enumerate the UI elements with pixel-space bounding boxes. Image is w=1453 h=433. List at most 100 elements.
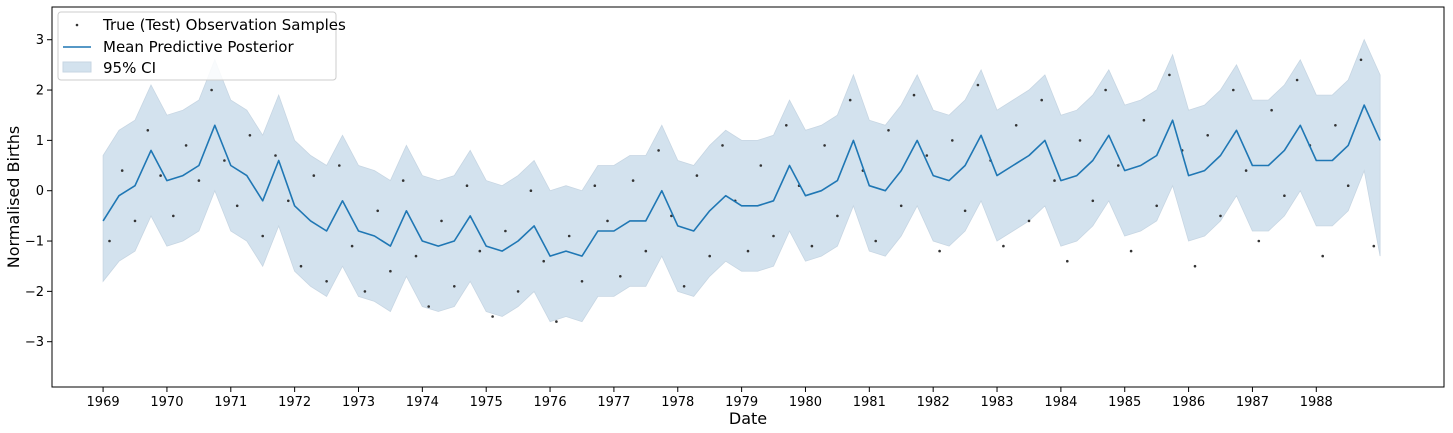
y-tick-label: 0 (36, 184, 44, 199)
observation-point (657, 149, 660, 152)
x-tick-label: 1978 (661, 395, 694, 410)
observation-point (389, 269, 392, 273)
observation-point (465, 184, 469, 187)
observation-point (299, 264, 303, 268)
x-tick-label: 1986 (1172, 395, 1205, 410)
observation-point (516, 290, 520, 293)
observation-point (874, 239, 877, 243)
axes (51, 6, 1445, 388)
observation-point (338, 164, 341, 167)
observation-point (606, 219, 609, 223)
observation-point (631, 179, 635, 182)
observation-point (1295, 78, 1299, 82)
observation-point (1257, 239, 1261, 243)
observation-point (1359, 58, 1363, 62)
observation-point (248, 134, 252, 137)
observation-point (1117, 164, 1120, 167)
observation-point (1104, 88, 1107, 92)
observation-point (1270, 108, 1273, 112)
x-tick-label: 1984 (1044, 395, 1077, 410)
observation-point (567, 234, 571, 238)
observation-point (925, 154, 929, 157)
observation-point (108, 239, 111, 243)
y-tick-label: −3 (25, 335, 44, 350)
observation-point (670, 214, 673, 218)
observation-point (287, 199, 290, 203)
observation-point (325, 280, 328, 283)
plot-area (102, 38, 1381, 323)
observation-point (848, 98, 852, 102)
observation-point (1334, 124, 1337, 127)
observation-point (912, 93, 916, 97)
x-tick-label: 1981 (853, 395, 886, 410)
observation-point (772, 234, 775, 238)
observation-point (1346, 184, 1350, 187)
observation-point (1002, 244, 1005, 248)
observation-point (210, 88, 213, 92)
observation-point (261, 234, 265, 238)
observation-point (1206, 134, 1209, 137)
x-tick-label: 1980 (789, 395, 822, 410)
x-tick-label: 1982 (917, 395, 950, 410)
observation-point (695, 174, 699, 177)
observation-point (223, 159, 226, 162)
observation-point (1321, 254, 1324, 258)
observation-point (197, 179, 201, 182)
observation-point (350, 244, 354, 248)
legend: True (Test) Observation Samples Mean Pre… (57, 11, 346, 81)
observation-point (1155, 204, 1158, 208)
x-axis-label: Date (729, 409, 767, 428)
x-tick-label: 1977 (597, 395, 630, 410)
observation-point (1078, 139, 1082, 142)
y-axis-ticks: 3 2 1 0 −1 −2 −3 (25, 33, 52, 350)
x-tick-label: 1974 (406, 395, 439, 410)
observation-point (312, 174, 316, 177)
observation-point (619, 275, 622, 278)
x-tick-label: 1971 (214, 395, 247, 410)
observation-point (542, 259, 545, 263)
observation-point (478, 249, 482, 253)
observation-point (440, 219, 443, 223)
observation-point (555, 320, 558, 323)
x-tick-label: 1970 (150, 395, 183, 410)
observation-point (708, 254, 711, 258)
observation-point (682, 285, 686, 288)
observation-point (1232, 88, 1235, 92)
observation-point (593, 184, 597, 187)
observation-point (810, 244, 814, 248)
legend-label-points: True (Test) Observation Samples (102, 16, 346, 34)
observation-point (1168, 73, 1171, 77)
observation-point (746, 249, 750, 253)
observation-point (759, 164, 763, 167)
x-tick-label: 1976 (534, 395, 567, 410)
observation-point (120, 169, 124, 172)
observation-point (159, 174, 162, 177)
observation-point (401, 179, 405, 182)
mean-line (102, 104, 1381, 257)
observation-point (580, 280, 584, 283)
x-tick-label: 1979 (725, 395, 758, 410)
axes-frame (51, 6, 1445, 388)
x-tick-label: 1983 (980, 395, 1013, 410)
observation-point (1129, 249, 1133, 253)
observation-point (453, 285, 456, 288)
observation-point (938, 249, 941, 253)
x-tick-label: 1985 (1108, 395, 1141, 410)
observation-point (836, 214, 839, 218)
observation-point (1091, 199, 1095, 203)
observation-point (1053, 179, 1056, 182)
observation-point (184, 144, 188, 147)
observation-point (235, 204, 239, 208)
observation-point (1014, 124, 1018, 127)
x-tick-label: 1975 (470, 395, 503, 410)
observation-point (529, 189, 533, 192)
x-tick-label: 1988 (1300, 395, 1333, 410)
observation-point (274, 154, 277, 157)
legend-marker-ci (62, 61, 92, 73)
observation-point (887, 129, 890, 132)
legend-box (57, 11, 337, 81)
observation-point (427, 305, 431, 308)
observation-point (363, 290, 367, 293)
observation-point (146, 129, 150, 132)
